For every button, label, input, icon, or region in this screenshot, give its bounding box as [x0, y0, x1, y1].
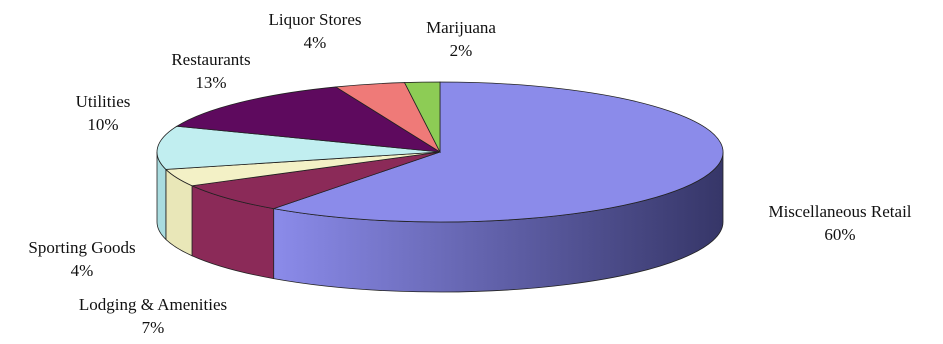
slice-label-3: Utilities [76, 92, 131, 111]
slice-label-4: Restaurants [171, 50, 250, 69]
slice-value-label-5: 4% [304, 33, 327, 52]
slice-value-label-3: 10% [87, 115, 118, 134]
pie-labels: Miscellaneous Retail 60% Lodging & Ameniti… [28, 10, 911, 337]
pie-slice-4 [175, 86, 441, 153]
slice-label-1: Lodging & Amenities [79, 295, 227, 314]
pie-slice-1 [190, 151, 441, 210]
pie-slice-3 [156, 125, 441, 170]
pie-sides [156, 151, 724, 293]
slice-label-5: Liquor Stores [268, 10, 361, 29]
slice-value-label-2: 4% [71, 261, 94, 280]
slice-label-6: Marijuana [426, 18, 496, 37]
pie-slice-0 [273, 81, 724, 223]
slice-value-label-4: 13% [195, 73, 226, 92]
slice-value-label-6: 2% [450, 41, 473, 60]
slice-label-2: Sporting Goods [28, 238, 135, 257]
pie-slice-6 [403, 81, 441, 153]
slice-value-label-0: 60% [824, 225, 855, 244]
slice-label-0: Miscellaneous Retail [768, 202, 911, 221]
slice-value-label-1: 7% [142, 318, 165, 337]
pie-tops [156, 81, 724, 223]
